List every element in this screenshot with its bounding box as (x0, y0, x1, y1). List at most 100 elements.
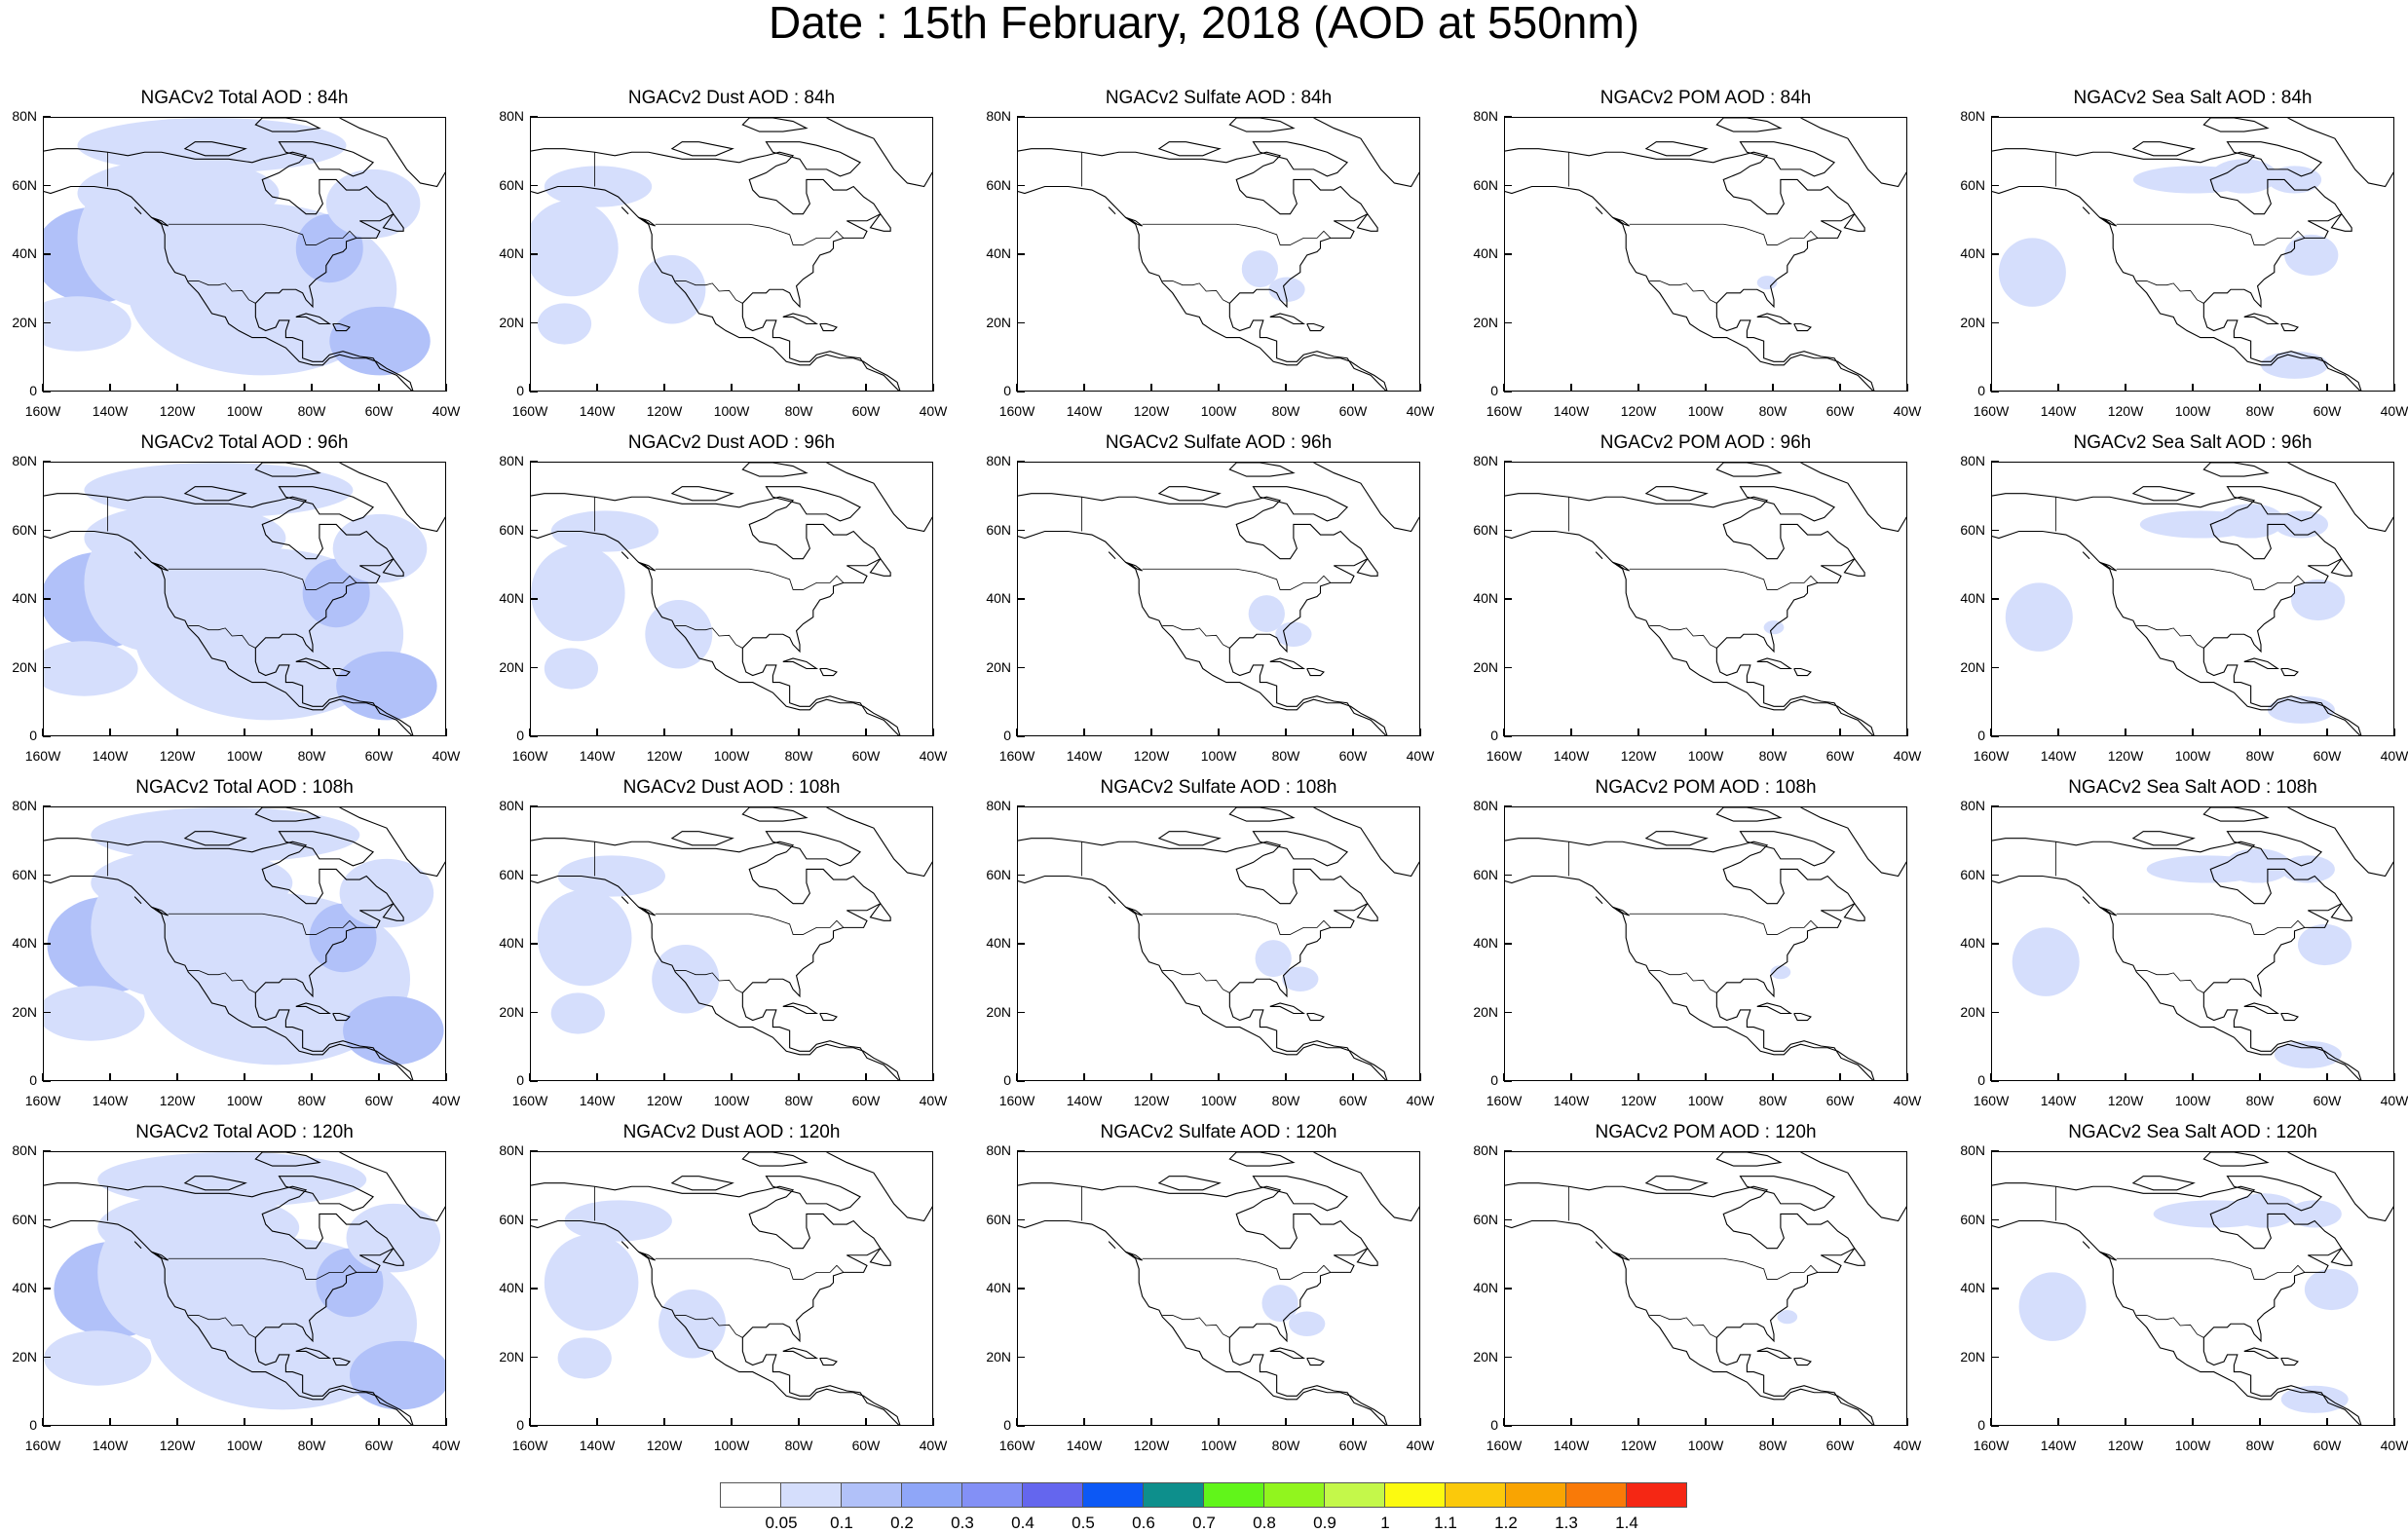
aod-region (44, 296, 132, 352)
x-tick-label: 80W (784, 748, 813, 764)
coastline (2131, 141, 2196, 157)
y-tick-mark (530, 529, 538, 532)
y-tick-label: 40N (12, 590, 37, 606)
coastline (278, 831, 375, 867)
y-tick-mark (1991, 253, 1999, 255)
y-tick-mark (43, 461, 51, 463)
coastline (1157, 1176, 1222, 1191)
coastline (295, 313, 332, 325)
x-tick-label: 40W (2380, 1093, 2408, 1108)
coastline (1644, 486, 1709, 502)
y-tick-mark (1504, 1288, 1512, 1290)
x-tick-mark (731, 729, 733, 736)
coastline (151, 1251, 169, 1261)
coastline (2202, 807, 2270, 822)
coastline (382, 903, 404, 921)
coastline (1843, 558, 1865, 577)
x-tick-label: 120W (646, 1438, 683, 1453)
coastline (1018, 875, 1388, 1080)
x-tick-mark (1839, 729, 1841, 736)
x-tick-label: 140W (579, 748, 616, 764)
coastline (869, 1248, 891, 1266)
coastline (1125, 1251, 1143, 1261)
x-tick-label: 60W (2313, 1093, 2342, 1108)
coastline (1992, 1182, 2361, 1425)
coastline (869, 558, 891, 577)
x-tick-mark (244, 384, 245, 392)
country-border (2136, 970, 2204, 993)
coastline (1756, 1347, 1793, 1360)
coastline (1505, 530, 1875, 735)
x-tick-mark (2192, 1073, 2194, 1081)
y-tick-mark (43, 943, 51, 945)
x-tick-label: 160W (998, 748, 1035, 764)
coastline (2330, 213, 2352, 232)
aod-region (332, 513, 428, 583)
coastline (1356, 903, 1378, 921)
x-tick-mark (1772, 1073, 1774, 1081)
x-tick-label: 140W (579, 1093, 616, 1108)
x-tick-mark (663, 1073, 665, 1081)
y-tick-mark (530, 1150, 538, 1152)
coastline (1800, 807, 1906, 878)
y-tick-label: 40N (499, 245, 524, 261)
coastline (621, 1241, 629, 1250)
x-tick-mark (731, 1073, 733, 1081)
y-tick-mark (1504, 943, 1512, 945)
y-tick-label: 80N (499, 1142, 524, 1158)
x-tick-label: 140W (1553, 1093, 1590, 1108)
x-tick-mark (1285, 729, 1287, 736)
panel-title: NGACv2 Dust AOD : 120h (622, 1122, 841, 1142)
x-tick-label: 60W (1338, 1093, 1368, 1108)
coastline (382, 213, 404, 232)
y-tick-mark (1991, 666, 1999, 669)
y-tick-mark (1017, 1011, 1025, 1014)
y-tick-mark (43, 1288, 51, 1290)
country-border (675, 625, 743, 649)
x-tick-label: 160W (1973, 403, 2010, 419)
aod-region (2304, 1268, 2359, 1311)
x-tick-label: 80W (1271, 1438, 1300, 1453)
aod-map (531, 1152, 932, 1425)
x-tick-label: 120W (2107, 1093, 2144, 1108)
x-tick-label: 120W (1133, 1438, 1170, 1453)
x-tick-label: 100W (1687, 748, 1724, 764)
y-tick-label: 80N (1960, 453, 1985, 468)
coastline (819, 1357, 838, 1366)
coastline (1644, 141, 1709, 157)
coastline (1992, 493, 2361, 735)
map-panel (1017, 462, 1420, 736)
x-tick-mark (865, 1073, 867, 1081)
coastline (1125, 561, 1143, 572)
country-border (1162, 625, 1230, 649)
x-tick-mark (1419, 1418, 1421, 1426)
x-tick-mark (2125, 729, 2126, 736)
x-tick-label: 100W (226, 403, 263, 419)
country-border (2136, 280, 2204, 304)
colorbar-label: 0.8 (1253, 1514, 1276, 1532)
y-tick-mark (1991, 116, 1999, 118)
y-tick-label: 60N (499, 521, 524, 538)
aod-region (638, 255, 706, 324)
y-tick-mark (1504, 874, 1512, 877)
y-tick-label: 80N (1473, 798, 1498, 813)
y-tick-mark (1504, 461, 1512, 463)
y-tick-label: 40N (12, 1280, 37, 1295)
x-tick-label: 160W (1486, 1438, 1523, 1453)
x-tick-mark (1150, 1073, 1152, 1081)
x-tick-label: 140W (92, 748, 129, 764)
coastline (254, 463, 321, 477)
coastline (1108, 551, 1116, 560)
y-tick-mark (1017, 321, 1025, 324)
country-border (1162, 280, 1230, 304)
x-tick-mark (865, 1418, 867, 1426)
coastline (2131, 831, 2196, 846)
x-tick-mark (1990, 384, 1992, 392)
x-tick-label: 140W (2040, 1093, 2077, 1108)
x-tick-mark (1419, 1073, 1421, 1081)
y-tick-mark (530, 874, 538, 877)
x-tick-mark (2259, 1418, 2261, 1426)
coastline (1612, 561, 1630, 572)
colorbar-swatch (720, 1482, 781, 1508)
aod-region (531, 200, 619, 297)
